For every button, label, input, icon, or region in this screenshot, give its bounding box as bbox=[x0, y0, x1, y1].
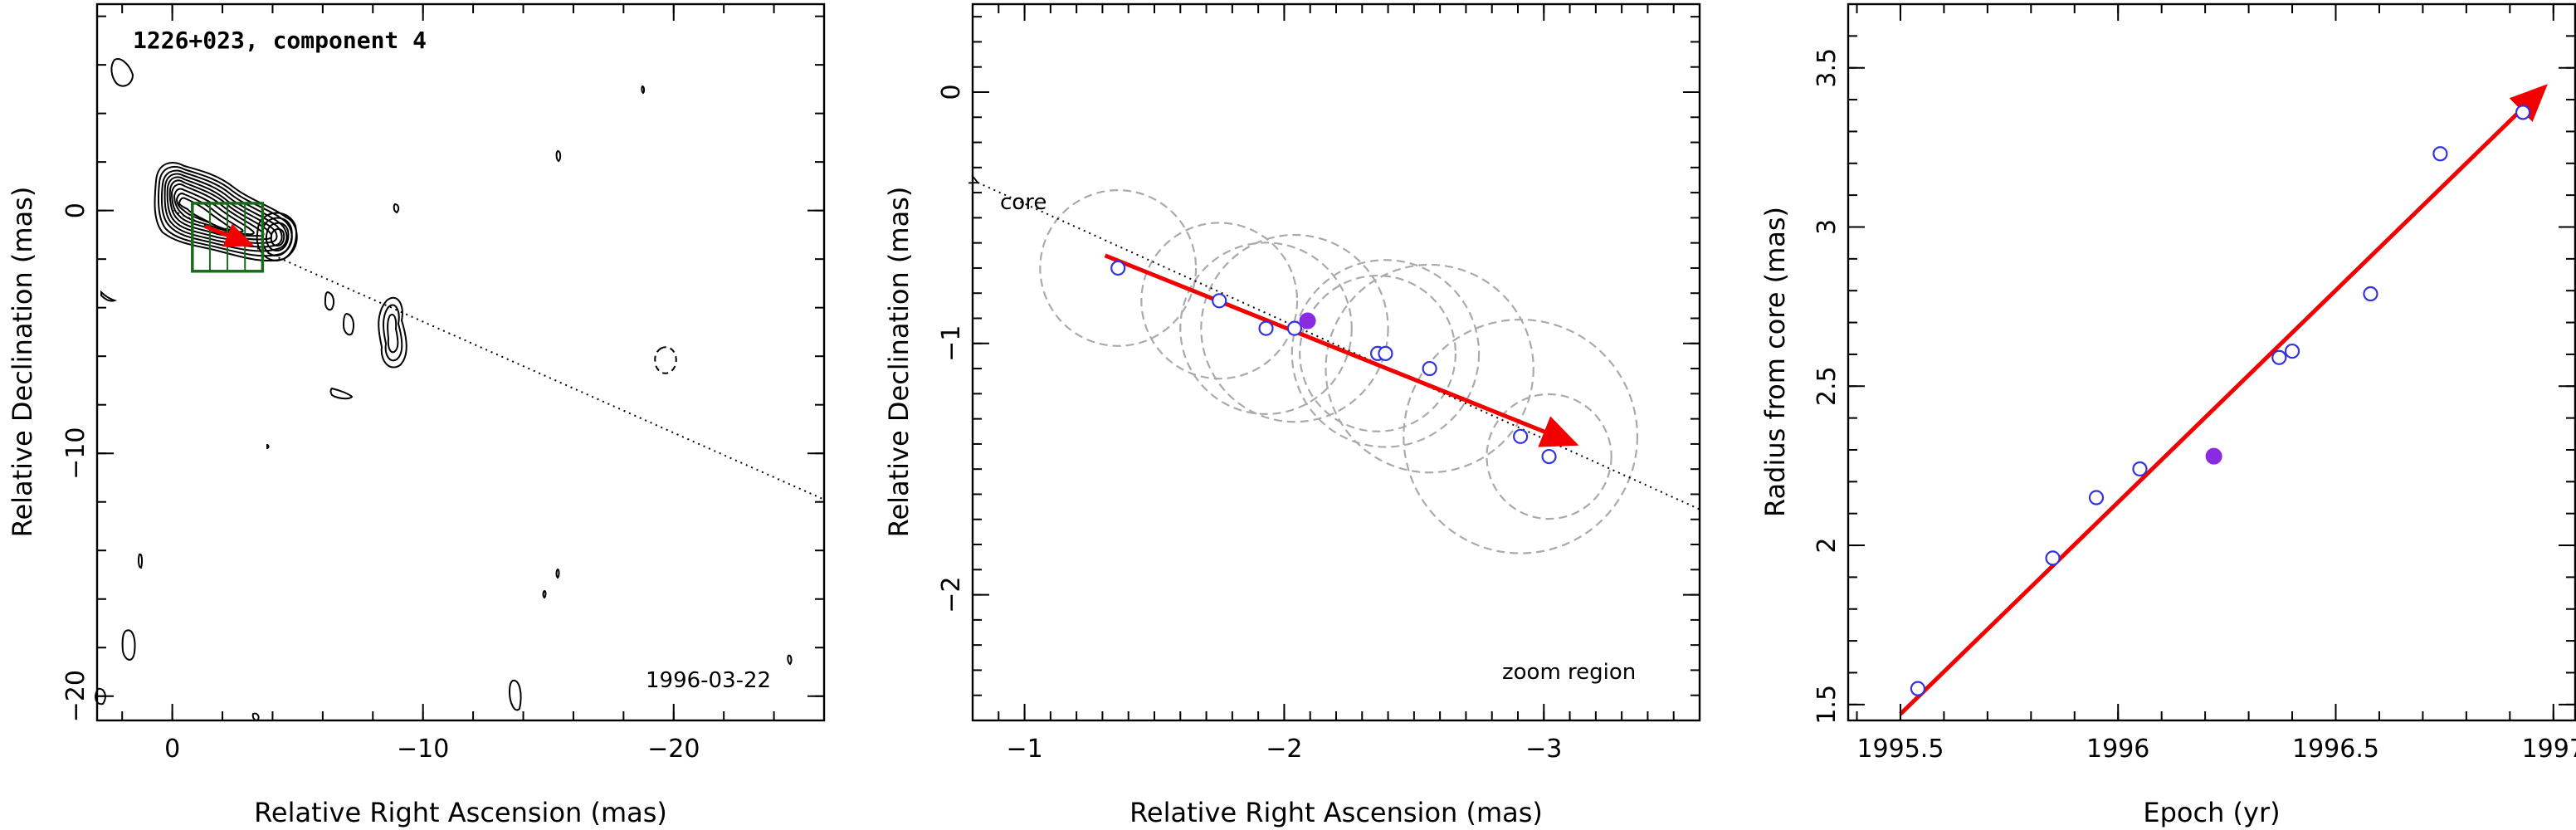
panel2-direction-line bbox=[978, 183, 1700, 510]
panel2-points bbox=[1110, 260, 1557, 465]
y-tick-label: −1 bbox=[937, 325, 966, 362]
x-tick-label: 1995.5 bbox=[1856, 735, 1944, 764]
error-circle bbox=[1140, 222, 1299, 380]
panel-radius-epoch: 1995.5 1996 1996.5 1997 1.5 2 2.5 3 3.5 Epoch (y… bbox=[1759, 2, 2576, 828]
panel1-contours bbox=[95, 58, 793, 722]
panel1-frame bbox=[95, 2, 826, 722]
panel2-axis-ticks: −1 −2 −3 0 −1 −2 bbox=[937, 4, 1700, 764]
error-circle bbox=[1486, 393, 1612, 520]
data-point bbox=[2284, 343, 2300, 359]
core-label: core bbox=[1000, 190, 1046, 215]
x-tick-label: 1996.5 bbox=[2292, 735, 2379, 764]
y-tick-label: 0 bbox=[937, 84, 966, 100]
y-tick-label: −2 bbox=[937, 576, 966, 613]
y-tick-label: 3 bbox=[1812, 219, 1842, 235]
panel1-date-label: 1996-03-22 bbox=[646, 668, 771, 693]
y-tick-label: 0 bbox=[61, 203, 90, 218]
zoom-region-label: zoom region bbox=[1502, 660, 1636, 685]
data-point bbox=[2271, 349, 2287, 365]
x-tick-label: −20 bbox=[647, 735, 700, 764]
data-point bbox=[2432, 146, 2448, 162]
data-point bbox=[2132, 461, 2148, 477]
x-tick-label: −3 bbox=[1525, 735, 1562, 764]
data-point bbox=[1110, 260, 1126, 276]
data-point bbox=[1910, 681, 1926, 696]
error-circle bbox=[1179, 242, 1353, 415]
error-circle bbox=[1299, 274, 1457, 432]
panel3-fit-arrow bbox=[1899, 84, 2548, 716]
panel3-xlabel: Epoch (yr) bbox=[2143, 797, 2280, 828]
data-point bbox=[1258, 320, 1274, 336]
data-point bbox=[2045, 550, 2061, 566]
x-tick-label: 0 bbox=[164, 735, 180, 764]
panel1-direction-line bbox=[172, 209, 825, 500]
data-point bbox=[1541, 448, 1557, 465]
panel-contour-map: 0 −10 −20 0 −10 −20 1226+023, component 4 199… bbox=[7, 2, 826, 828]
x-tick-label: 1997 bbox=[2522, 735, 2576, 764]
panel2-xlabel: Relative Right Ascension (mas) bbox=[1129, 797, 1543, 828]
x-tick-label: −2 bbox=[1266, 735, 1302, 764]
data-point bbox=[1378, 345, 1393, 362]
data-point bbox=[2515, 105, 2531, 120]
y-tick-label: −10 bbox=[61, 427, 90, 480]
data-point bbox=[1212, 293, 1227, 309]
panel-zoom-scatter: −1 −2 −3 0 −1 −2 core zoom region Relative Ri… bbox=[883, 2, 1701, 828]
panel2-fit-arrow bbox=[1104, 253, 1579, 447]
panel3-ylabel: Radius from core (mas) bbox=[1759, 207, 1791, 517]
y-tick-label: −20 bbox=[61, 670, 90, 722]
y-tick-label: 2.5 bbox=[1812, 366, 1842, 406]
data-point bbox=[2363, 286, 2378, 302]
panel3-points bbox=[1910, 105, 2531, 696]
panel1-xlabel: Relative Right Ascension (mas) bbox=[254, 797, 667, 828]
panel3-frame bbox=[1847, 2, 2576, 722]
x-tick-label: 1996 bbox=[2086, 735, 2149, 764]
panel1-title: 1226+023, component 4 bbox=[133, 27, 427, 54]
panel2-ylabel: Relative Declination (mas) bbox=[883, 187, 915, 538]
data-point bbox=[1513, 428, 1529, 444]
error-circle bbox=[1325, 263, 1534, 474]
data-point bbox=[2088, 490, 2105, 505]
panel3-axis-ticks: 1995.5 1996 1996.5 1997 1.5 2 2.5 3 3.5 bbox=[1812, 3, 2576, 764]
panel2-frame bbox=[971, 2, 1701, 722]
panel1-ylabel: Relative Declination (mas) bbox=[7, 187, 38, 538]
y-tick-label: 2 bbox=[1812, 537, 1842, 553]
y-tick-label: 3.5 bbox=[1812, 48, 1842, 88]
panel3-highlight-point bbox=[2205, 447, 2222, 465]
error-circle bbox=[1200, 233, 1389, 423]
data-point bbox=[1286, 320, 1303, 336]
panel1-fit-arrow bbox=[204, 223, 255, 247]
isolated-contours bbox=[95, 58, 793, 722]
panel2-highlight-point bbox=[1299, 312, 1316, 330]
error-circle bbox=[1290, 259, 1481, 448]
core-contours bbox=[154, 162, 298, 262]
error-circle bbox=[1039, 188, 1198, 347]
panel2-error-circles bbox=[1039, 188, 1639, 554]
error-circle bbox=[1403, 318, 1639, 554]
y-tick-label: 1.5 bbox=[1812, 685, 1842, 725]
x-tick-label: −1 bbox=[1006, 735, 1042, 764]
data-point bbox=[1422, 360, 1437, 377]
panel1-axis-ticks: 0 −10 −20 0 −10 −20 bbox=[61, 4, 825, 764]
x-tick-label: −10 bbox=[397, 735, 449, 764]
